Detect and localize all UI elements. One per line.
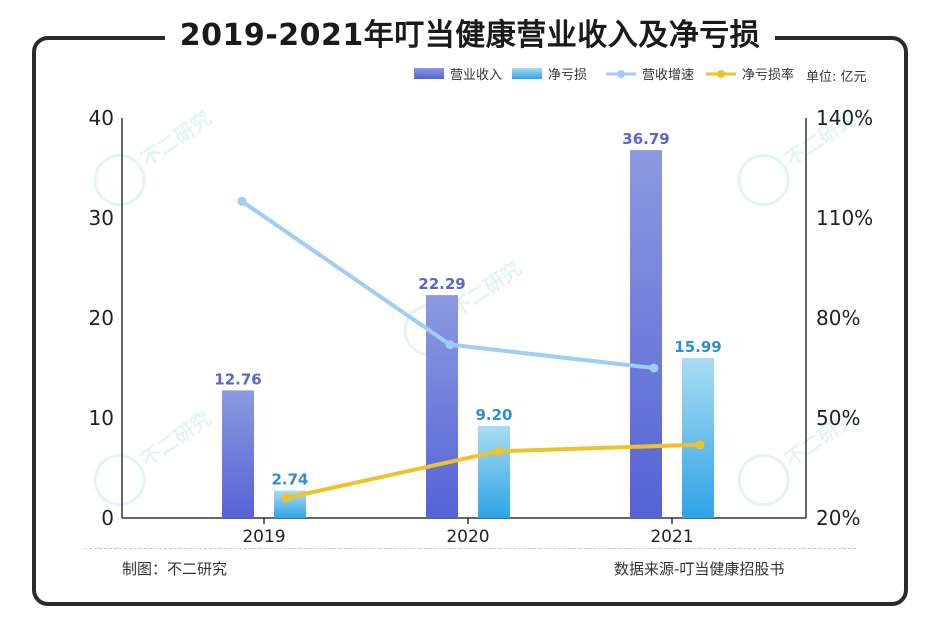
- y-right-tick-label: 50%: [816, 406, 860, 430]
- y-right-tick-label: 140%: [816, 106, 873, 130]
- bar-revenue-label: 22.29: [418, 275, 465, 293]
- x-tick-label: 2021: [650, 527, 693, 547]
- net-loss-rate-point: [281, 493, 291, 503]
- footer-divider: [84, 548, 856, 549]
- y-right-tick-label: 20%: [816, 506, 860, 530]
- y-right-tick-label: 80%: [816, 306, 860, 330]
- x-tick-label: 2020: [446, 527, 489, 547]
- bar-net-loss-label: 2.74: [271, 471, 308, 489]
- revenue-growth-point: [237, 196, 247, 206]
- bar-net-loss: [478, 426, 510, 518]
- chart-title: 2019-2021年叮当健康营业收入及净亏损: [179, 18, 761, 53]
- data-labels: 12.76 2.74 22.29 9.20 36.79 15.99: [214, 130, 721, 489]
- x-tick-label: 2019: [242, 527, 285, 547]
- legend: 营业收入 净亏损 营收增速 净亏损率: [414, 67, 794, 83]
- footer-source: 数据来源-叮当健康招股书: [614, 560, 785, 578]
- unit-label: 单位: 亿元: [806, 70, 867, 85]
- bar-revenue: [426, 295, 458, 518]
- title-background: [165, 14, 775, 58]
- y-left-tick-label: 0: [101, 506, 114, 530]
- y-left-tick-label: 30: [89, 206, 114, 230]
- bar-revenue: [222, 390, 254, 518]
- legend-label: 营收增速: [642, 68, 694, 83]
- revenue-growth-point: [445, 340, 455, 350]
- revenue-growth-point: [649, 363, 659, 373]
- legend-label: 营业收入: [450, 68, 502, 83]
- y-left-tick-label: 20: [89, 306, 114, 330]
- legend-swatch: [512, 68, 542, 79]
- legend-swatch: [414, 68, 444, 79]
- bar-net-loss-label: 9.20: [475, 406, 512, 424]
- bar-revenue-label: 36.79: [622, 130, 669, 148]
- y-left-tick-label: 40: [89, 106, 114, 130]
- bars: [222, 150, 714, 518]
- net-loss-rate-point: [493, 446, 503, 456]
- lines: [237, 196, 705, 503]
- net-loss-rate-point: [695, 440, 705, 450]
- footer-credit: 制图：不二研究: [122, 560, 228, 578]
- bar-net-loss: [682, 358, 714, 518]
- y-left-tick-label: 10: [89, 406, 114, 430]
- legend-label: 净亏损率: [742, 67, 794, 83]
- legend-label: 净亏损: [548, 68, 587, 83]
- bar-revenue: [630, 150, 662, 518]
- bar-revenue-label: 12.76: [214, 370, 261, 388]
- legend-marker: [717, 70, 725, 78]
- y-right-tick-label: 110%: [816, 206, 873, 230]
- bar-net-loss-label: 15.99: [674, 338, 721, 356]
- legend-marker: [617, 70, 625, 78]
